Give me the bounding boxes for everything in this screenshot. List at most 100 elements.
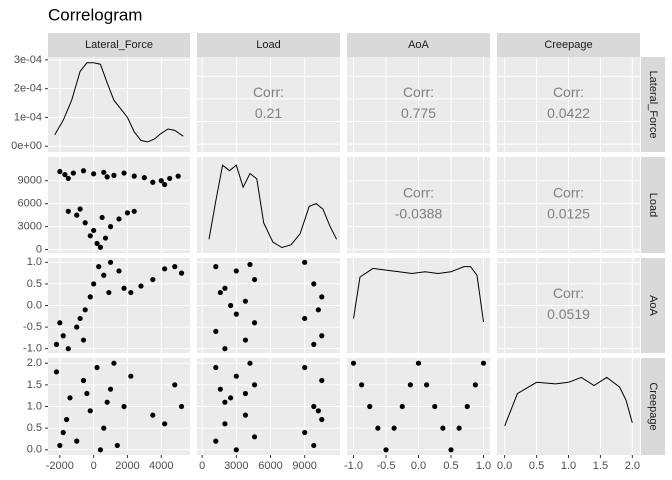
x-tick-label: 0.5 bbox=[443, 460, 458, 472]
strip-label: AoA bbox=[647, 295, 659, 316]
strip-label: Lateral_Force bbox=[85, 39, 153, 51]
point bbox=[107, 224, 114, 230]
point bbox=[424, 382, 430, 388]
point bbox=[101, 169, 107, 175]
point bbox=[150, 179, 156, 185]
point bbox=[162, 266, 168, 272]
corr-value: 0.775 bbox=[401, 105, 436, 121]
corr-value: 0.0519 bbox=[547, 306, 590, 322]
point bbox=[96, 264, 102, 270]
point bbox=[472, 382, 478, 388]
point bbox=[131, 208, 137, 214]
point bbox=[399, 403, 405, 410]
point bbox=[222, 421, 228, 427]
point bbox=[391, 425, 397, 431]
strip-label: Load bbox=[647, 193, 659, 217]
point bbox=[131, 173, 137, 179]
point bbox=[65, 208, 71, 214]
panel-background bbox=[197, 57, 340, 152]
point bbox=[311, 403, 317, 410]
point bbox=[315, 408, 321, 414]
x-tick-label: -1.0 bbox=[344, 460, 363, 472]
point bbox=[82, 220, 88, 226]
point bbox=[359, 382, 365, 388]
point bbox=[74, 324, 80, 330]
point bbox=[80, 377, 87, 384]
point bbox=[233, 447, 239, 453]
y-tick-label: 9000 bbox=[18, 175, 42, 187]
point bbox=[480, 360, 487, 366]
density-line bbox=[504, 376, 633, 427]
strip-label: AoA bbox=[408, 39, 429, 51]
panel-background bbox=[48, 157, 190, 253]
corr-label: Corr: bbox=[403, 185, 434, 201]
x-tick-label: 4000 bbox=[149, 460, 173, 472]
point bbox=[57, 442, 63, 449]
y-tick-label: 0.5 bbox=[27, 278, 42, 290]
point bbox=[107, 259, 114, 265]
corr-label: Corr: bbox=[403, 84, 434, 100]
strip bbox=[497, 33, 640, 57]
strip bbox=[641, 57, 665, 152]
point bbox=[172, 264, 178, 270]
point bbox=[375, 425, 381, 431]
point bbox=[162, 181, 168, 188]
density-line bbox=[353, 266, 484, 322]
point bbox=[319, 416, 325, 423]
point bbox=[97, 244, 104, 250]
strip bbox=[641, 157, 665, 253]
point bbox=[94, 364, 100, 371]
y-tick-label: 1e-04 bbox=[14, 111, 42, 123]
point bbox=[80, 337, 87, 343]
point bbox=[106, 289, 112, 296]
strip bbox=[641, 258, 665, 353]
y-tick-label: -1.0 bbox=[23, 343, 42, 355]
point bbox=[432, 403, 438, 410]
point bbox=[178, 403, 185, 410]
point bbox=[228, 395, 234, 401]
corr-label: Corr: bbox=[553, 84, 584, 100]
y-tick-label: 6000 bbox=[18, 198, 42, 210]
point bbox=[53, 369, 60, 375]
point bbox=[350, 360, 357, 366]
x-tick-label: 2000 bbox=[115, 460, 139, 472]
x-tick-label: 2.0 bbox=[625, 460, 640, 472]
point bbox=[150, 276, 156, 283]
x-tick-label: 0 bbox=[199, 460, 205, 472]
y-tick-label: 1.0 bbox=[27, 400, 42, 412]
point bbox=[233, 373, 239, 379]
y-tick-label: 0e+00 bbox=[11, 140, 42, 152]
x-tick-label: 1.0 bbox=[561, 460, 576, 472]
strip-label: Load bbox=[256, 39, 280, 51]
point bbox=[222, 285, 228, 291]
corr-value: 0.0422 bbox=[547, 105, 590, 121]
point bbox=[57, 168, 63, 175]
point bbox=[213, 264, 219, 270]
point bbox=[65, 346, 71, 352]
point bbox=[138, 283, 144, 289]
strip bbox=[347, 33, 490, 57]
point bbox=[107, 386, 114, 392]
x-tick-label: 3000 bbox=[224, 460, 248, 472]
point bbox=[158, 178, 164, 184]
point bbox=[99, 214, 105, 221]
point bbox=[251, 434, 258, 440]
point bbox=[91, 227, 97, 234]
point bbox=[222, 346, 228, 352]
x-tick-label: 0.0 bbox=[497, 460, 512, 472]
point bbox=[242, 412, 249, 418]
point bbox=[150, 412, 156, 418]
corr-value: 0.0125 bbox=[547, 206, 590, 222]
point bbox=[65, 175, 71, 182]
strip-label: Creepage bbox=[647, 382, 659, 430]
point bbox=[319, 333, 325, 339]
point bbox=[228, 302, 234, 309]
point bbox=[217, 289, 223, 296]
point bbox=[60, 429, 66, 436]
point bbox=[60, 333, 66, 339]
point bbox=[111, 172, 117, 178]
point bbox=[319, 294, 325, 300]
y-tick-label: 0.0 bbox=[27, 444, 42, 456]
